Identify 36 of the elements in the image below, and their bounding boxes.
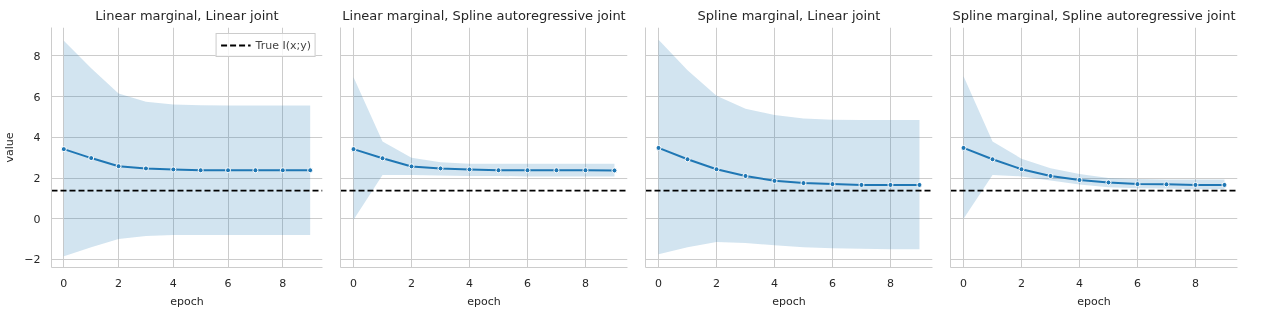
x-tick-label: 0 xyxy=(60,276,68,290)
y-tick-label: 8 xyxy=(33,49,41,63)
x-tick-label: 0 xyxy=(655,276,663,290)
x-tick-label: 4 xyxy=(169,276,177,290)
x-tick-label: 4 xyxy=(466,276,474,290)
x-tick-label: 6 xyxy=(828,276,836,290)
x-tick-label: 8 xyxy=(886,276,894,290)
x-tick-label: 8 xyxy=(279,276,287,290)
y-tick-label: 2 xyxy=(33,172,41,186)
chart-title: Linear marginal, Spline autoregressive joint xyxy=(342,7,626,23)
x-tick-label: 0 xyxy=(960,276,968,290)
x-tick-label: 8 xyxy=(581,276,589,290)
x-axis-title: epoch xyxy=(467,294,501,308)
x-tick-label: 6 xyxy=(1133,276,1141,290)
x-tick-label: 0 xyxy=(350,276,358,290)
x-tick-label: 8 xyxy=(1191,276,1199,290)
x-tick-label: 2 xyxy=(1018,276,1026,290)
x-axis-title: epoch xyxy=(1077,294,1111,308)
x-tick-label: 4 xyxy=(771,276,779,290)
y-tick-label: 4 xyxy=(33,131,41,145)
x-tick-label: 6 xyxy=(224,276,232,290)
x-axis-title: epoch xyxy=(772,294,806,308)
x-axis-title: epoch xyxy=(170,294,204,308)
y-tick-label: 6 xyxy=(33,90,41,104)
chart-title: Spline marginal, Linear joint xyxy=(697,7,881,23)
x-tick-label: 2 xyxy=(115,276,123,290)
y-tick-label: −2 xyxy=(24,253,41,267)
x-tick-label: 6 xyxy=(523,276,531,290)
x-tick-label: 4 xyxy=(1076,276,1084,290)
chart-title: Spline marginal, Spline autoregressive joint xyxy=(952,7,1236,23)
y-axis-title: value xyxy=(3,132,17,163)
chart-title: Linear marginal, Linear joint xyxy=(95,7,279,23)
x-tick-label: 2 xyxy=(713,276,721,290)
x-tick-label: 2 xyxy=(408,276,416,290)
y-tick-label: 0 xyxy=(33,212,41,226)
legend-label: True I(x;y) xyxy=(255,38,311,52)
